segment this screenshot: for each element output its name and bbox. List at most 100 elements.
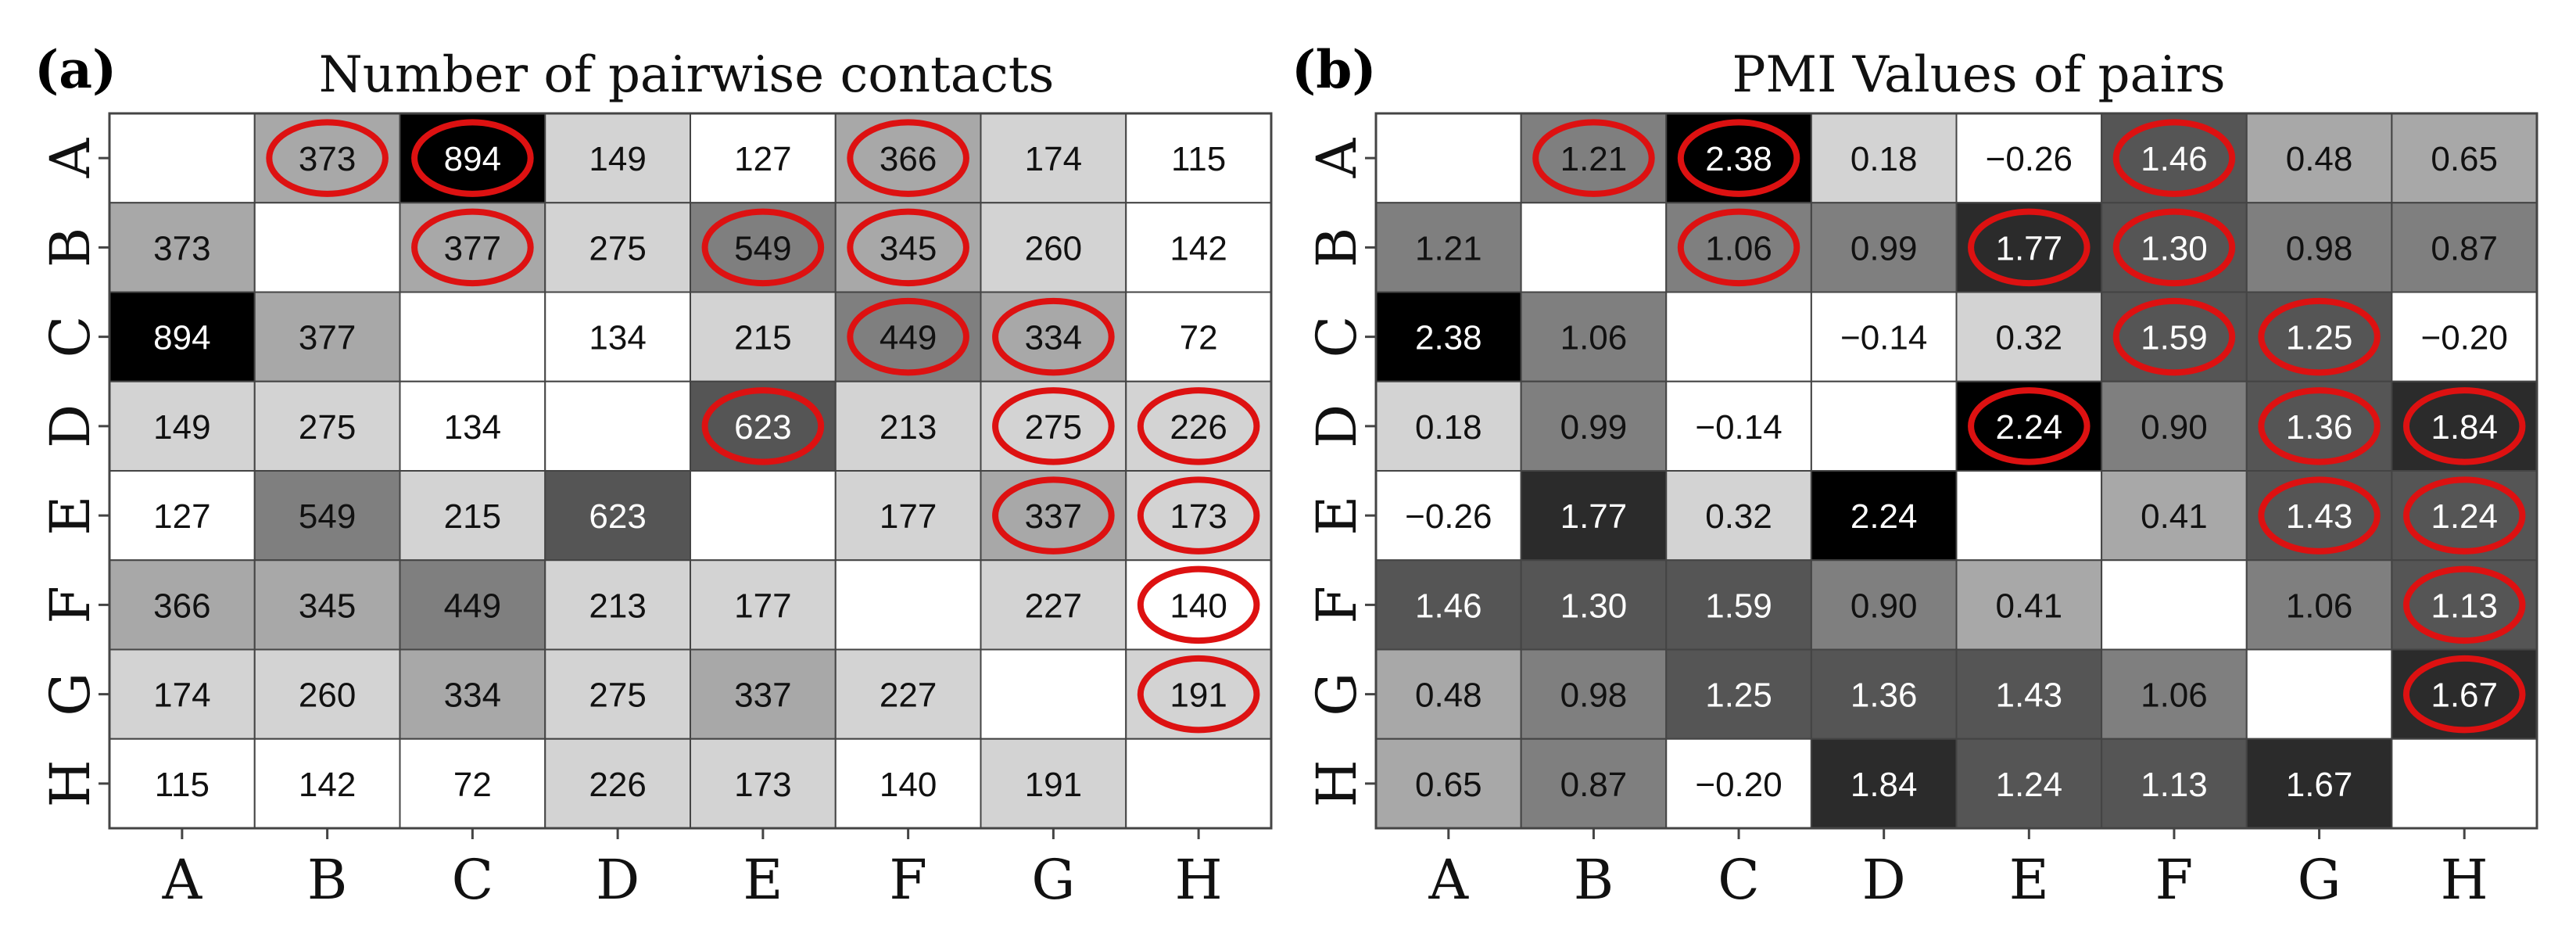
panel-a-cell-DG [980,380,1127,472]
panel-a-cell-value-AG: 174 [1025,140,1082,178]
panel-a-cell-value-BD: 275 [589,229,646,267]
panel-a-x-tick-B: B [307,848,347,912]
panel-a-cell-FF [834,559,982,651]
panel-b-cell-value-HA: 0.65 [1415,766,1482,804]
panel-b-cell-BA [1375,202,1522,293]
panel-b-cell-value-AG: 0.48 [2286,140,2353,178]
panel-a-cell-value-BH: 142 [1170,229,1227,267]
panel-b-cell-GH [2391,648,2538,740]
panel-a-cell-value-HC: 72 [453,766,492,804]
panel-a-cell-value-CF: 449 [880,319,937,357]
panel-b-cell-value-BE: 1.77 [1995,229,2062,267]
panel-a-cell-value-CH: 72 [1180,319,1218,357]
panel-a-x-tick-G: G [1031,848,1075,912]
panel-a-cell-value-BE: 549 [734,229,791,267]
panel-a-highlight-circle-BC [411,208,534,287]
panel-b-cell-value-AD: 0.18 [1850,140,1918,178]
panel-a-cell-value-AC: 894 [444,140,501,178]
panel-a-cell-value-DG: 275 [1025,408,1082,447]
panel-b-highlight-circle-EG [2258,476,2381,555]
panel-b-cell-AF [2101,113,2248,204]
panel-a-highlight-circle-AB [266,119,389,197]
panel-b-cell-DG [2245,380,2393,472]
panel-b-cell-value-BF: 1.30 [2141,229,2208,267]
panel-b-cell-AH [2391,113,2538,204]
panel-a-highlight-circle-AC [411,119,534,197]
panel-b-highlight-circle-DE [1968,387,2091,465]
panel-b-highlight-circle-GH [2402,655,2526,734]
panel-a-cell-HG [980,738,1127,829]
panel-b-cell-HH [2391,738,2538,829]
panel-a-cell-FE [690,559,837,651]
panel-b-cell-value-EH: 1.24 [2431,497,2498,536]
panel-b-cell-value-GB: 0.98 [1560,677,1628,715]
panel-b-cell-CA [1375,291,1522,382]
panel-b-cell-EF [2101,470,2248,562]
panel-b-y-tick-F: F [1305,586,1369,624]
panel-b-cell-DA [1375,380,1522,472]
panel-a-cell-CC [399,291,546,382]
panel-a-x-tick-H: H [1175,848,1223,912]
panel-a-cell-FC [399,559,546,651]
panel-b-cell-value-FD: 0.90 [1850,587,1918,625]
panel-a-cell-HH [1125,738,1272,829]
panel-b-y-tick-H: H [1305,759,1369,807]
panel-a-cell-value-CB: 377 [299,319,356,357]
panel-a-cell-BB [253,202,401,293]
panel-b-frame [1374,112,2538,830]
panel-b-cell-value-GC: 1.25 [1705,677,1772,715]
panel-b-cell-value-FE: 0.41 [1995,587,2062,625]
panel-a-cell-value-CE: 215 [734,319,791,357]
panel-b-x-tick-G: G [2298,848,2341,912]
panel-b-cell-GF [2101,648,2248,740]
panel-a-cell-value-GB: 260 [299,677,356,715]
panel-a-x-tick-F: F [889,848,927,912]
panel-a-highlight-circle-GH [1137,655,1260,734]
panel-a-cell-CD [544,291,691,382]
panel-b-cell-value-ED: 2.24 [1850,497,1918,536]
panel-b-cell-CB [1520,291,1668,382]
panel-a-cell-value-BF: 345 [880,229,937,267]
panel-b-cell-HF [2101,738,2248,829]
panel-b-cell-value-CA: 2.38 [1415,319,1482,357]
panel-a-y-axis: A B C D E F GH [38,137,109,807]
panel-b-cell-value-CH: −0.20 [2421,319,2508,357]
panel-a-cell-AB [253,113,401,204]
panel-a-cell-value-EF: 177 [880,497,937,536]
panel-b-cell-value-HE: 1.24 [1995,766,2062,804]
panel-a-cell-HA [109,738,256,829]
panel-b-y-tick-E: E [1305,496,1369,536]
panel-b-cell-value-EC: 0.32 [1705,497,1772,536]
panel-a-cell-EA [109,470,256,562]
panel-b-x-tick-A: A [1428,848,1470,912]
panel-a-cell-AG [980,113,1127,204]
panel-a-cell-value-HF: 140 [880,766,937,804]
panel-b-cell-value-DB: 0.99 [1560,408,1628,447]
panel-b-cell-value-HC: −0.20 [1695,766,1782,804]
panel-b-cell-value-EF: 0.41 [2141,497,2208,536]
panel-b-x-tick-C: C [1718,848,1760,912]
panel-b-cell-FG [2245,559,2393,651]
panel-a-cell-CG [980,291,1127,382]
panel-b-cell-GB [1520,648,1668,740]
panel-b-highlight-circle-DH [2402,387,2526,465]
panel-a-cell-CH [1125,291,1272,382]
panel-b-cell-value-GD: 1.36 [1850,677,1918,715]
panel-a-cell-value-HE: 173 [734,766,791,804]
panel-b-title: PMI Values of pairs [1732,46,2225,104]
panel-b-cell-value-DA: 0.18 [1415,408,1482,447]
panel-a-highlight-circle-CG [992,297,1115,376]
panel-a-cell-FD [544,559,691,651]
panel-a-cell-FB [253,559,401,651]
panel-a-x-tick-E: E [743,848,783,912]
panel-a-highlight-circle-EG [992,476,1115,555]
panel-a-cell-DA [109,380,256,472]
panel-b-cell-value-HF: 1.13 [2141,766,2208,804]
panel-b-y-tick-G: G [1305,673,1369,716]
panel-a-cell-value-BG: 260 [1025,229,1082,267]
panel-a-circles [266,119,1260,734]
panel-b-highlight-circle-CF [2112,297,2236,376]
panel-a-cell-HF [834,738,982,829]
panel-a-x-tick-D: D [596,848,640,912]
